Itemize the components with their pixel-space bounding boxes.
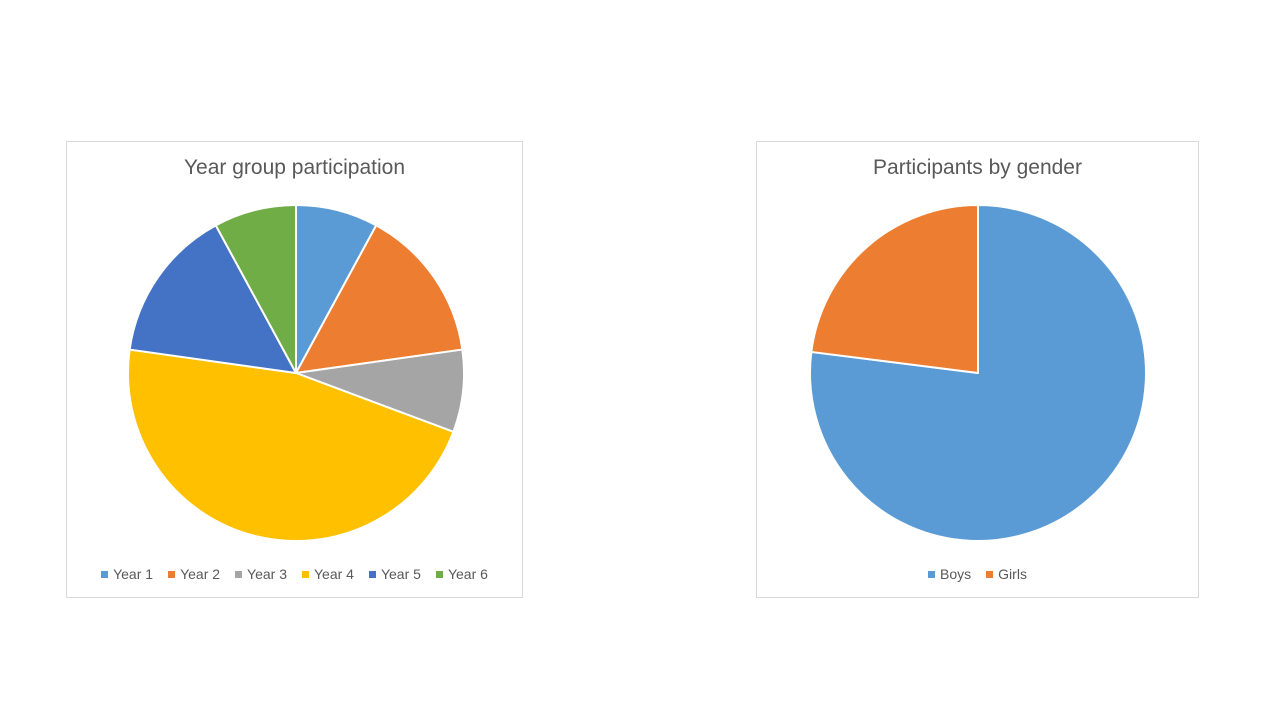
chart-year-group: Year group participation Year 1 Year 2 Yea…: [66, 141, 523, 598]
legend-label: Year 6: [447, 566, 488, 582]
legend-label: Year 4: [314, 566, 354, 582]
legend-swatch: [928, 570, 936, 578]
chart-title: Participants by gender: [873, 156, 1082, 179]
legend-item-year-3: Year 3: [235, 566, 287, 582]
legend-label: Year 2: [180, 566, 221, 582]
legend: Year 1 Year 2 Year 3 Year 4 Year 5 Year 6: [67, 566, 522, 582]
legend: Boys Girls: [757, 566, 1198, 582]
legend-label: Boys: [940, 566, 972, 582]
legend-label: Year 5: [380, 566, 421, 582]
legend-item-girls: Girls: [986, 566, 1027, 582]
legend-swatch: [435, 570, 443, 578]
legend-item-year-5: Year 5: [368, 566, 421, 582]
legend-item-year-4: Year 4: [302, 566, 354, 582]
chart-gender: Participants by gender Boys Girls: [756, 141, 1199, 598]
legend-label: Year 3: [247, 566, 287, 582]
pie-slice-girls: [810, 204, 979, 374]
legend-label: Year 1: [113, 566, 154, 582]
pie-slice-year-4: [127, 348, 455, 543]
pie-slice-year-2: [295, 224, 464, 374]
legend-item-year-6: Year 6: [435, 566, 488, 582]
pie-slice-year-6: [214, 204, 297, 374]
legend-swatch: [235, 570, 243, 578]
legend-item-year-1: Year 1: [101, 566, 153, 582]
pie-slice-boys: [808, 204, 1147, 542]
legend-swatch: [101, 570, 109, 578]
legend-swatch: [986, 570, 994, 578]
legend-item-boys: Boys: [928, 566, 971, 582]
chart-title: Year group participation: [183, 156, 406, 179]
pie-chart: [127, 204, 465, 543]
legend-label: Girls: [998, 566, 1027, 582]
pie-chart: [808, 204, 1147, 542]
legend-swatch: [302, 570, 309, 578]
legend-item-year-2: Year 2: [168, 566, 220, 582]
pie-slice-year-5: [128, 224, 297, 374]
legend-swatch: [168, 570, 176, 578]
legend-swatch: [368, 570, 376, 578]
